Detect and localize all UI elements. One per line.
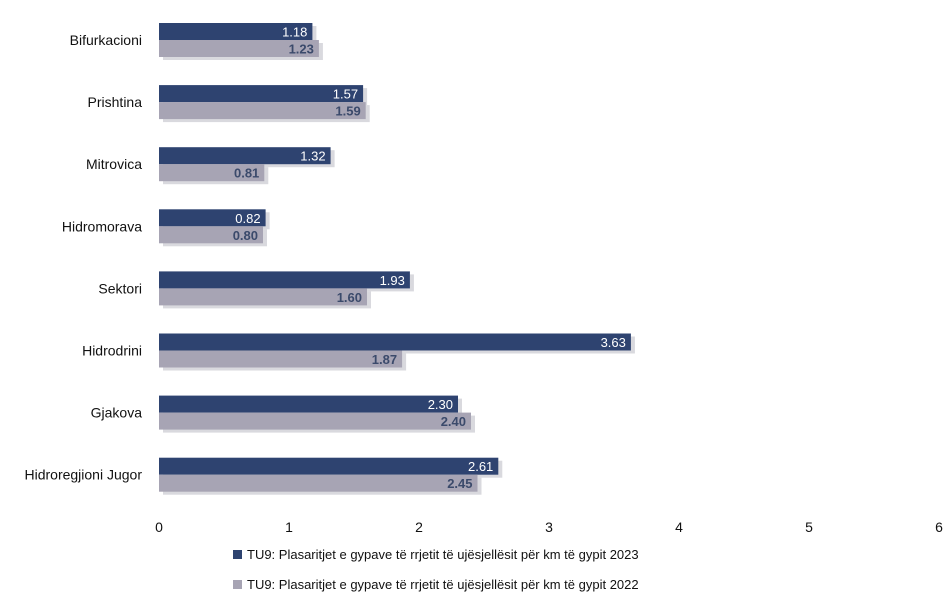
bar-2022 — [159, 412, 471, 430]
bar-2023 — [159, 85, 364, 103]
bar-2022 — [159, 226, 263, 244]
data-label: 1.93 — [380, 273, 405, 288]
x-tick-label: 1 — [285, 519, 293, 535]
x-axis: 0 1 2 3 4 5 6 — [155, 519, 943, 535]
category-label: Prishtina — [88, 94, 143, 110]
data-label: 1.57 — [333, 87, 358, 102]
bar-2023 — [159, 395, 458, 413]
bars-layer — [159, 23, 635, 495]
bar-2023 — [159, 271, 410, 289]
bar-2022 — [159, 40, 319, 57]
category-label: Sektori — [98, 280, 142, 296]
bar-2022 — [159, 164, 265, 182]
data-label: 0.80 — [233, 228, 258, 243]
data-label: 0.82 — [235, 211, 260, 226]
legend-item-2022: TU9: Plasaritjet e gypave të rrjetit të … — [233, 574, 933, 594]
data-label: 2.61 — [468, 459, 493, 474]
data-label: 1.59 — [335, 104, 360, 119]
data-label: 2.40 — [441, 414, 466, 429]
bar-2023 — [159, 23, 313, 40]
data-label: 1.18 — [282, 25, 307, 40]
category-label: Hidromorava — [62, 218, 142, 234]
x-tick-label: 3 — [545, 519, 553, 535]
x-tick-label: 6 — [935, 519, 943, 535]
legend-swatch-2023 — [233, 549, 242, 559]
legend-swatch-2022 — [233, 579, 242, 589]
bar-2023 — [159, 147, 331, 165]
data-label: 1.87 — [372, 352, 397, 367]
category-label: Gjakova — [91, 405, 143, 421]
legend-label-2023: TU9: Plasaritjet e gypave të rrjetit të … — [247, 546, 639, 562]
bar-2023 — [159, 457, 499, 475]
labels-layer: Bifurkacioni 1.18 1.23 Prishtina 1.57 1.59 Mit… — [24, 25, 625, 492]
bar-2022 — [159, 350, 403, 368]
x-tick-label: 5 — [805, 519, 813, 535]
data-label: 2.45 — [447, 476, 472, 491]
data-label: 2.30 — [428, 397, 453, 412]
data-label: 0.81 — [234, 166, 259, 181]
legend-label-2022: TU9: Plasaritjet e gypave të rrjetit të … — [247, 576, 639, 592]
x-tick-label: 4 — [675, 519, 683, 535]
x-tick-label: 2 — [415, 519, 423, 535]
x-tick-label: 0 — [155, 519, 163, 535]
legend-item-2023: TU9: Plasaritjet e gypave të rrjetit të … — [233, 544, 933, 564]
category-label: Mitrovica — [86, 156, 142, 172]
category-label: Hidroregjioni Jugor — [24, 467, 142, 483]
bar-2023 — [159, 209, 266, 227]
category-label: Bifurkacioni — [70, 32, 142, 48]
bar-2022 — [159, 288, 367, 306]
data-label: 1.32 — [300, 149, 325, 164]
category-label: Hidrodrini — [82, 343, 142, 359]
data-label: 1.60 — [337, 290, 362, 305]
bar-2023 — [159, 333, 631, 351]
bar-2022 — [159, 102, 366, 120]
data-label: 1.23 — [289, 42, 314, 57]
bar-2022 — [159, 474, 478, 492]
data-label: 3.63 — [601, 335, 626, 350]
